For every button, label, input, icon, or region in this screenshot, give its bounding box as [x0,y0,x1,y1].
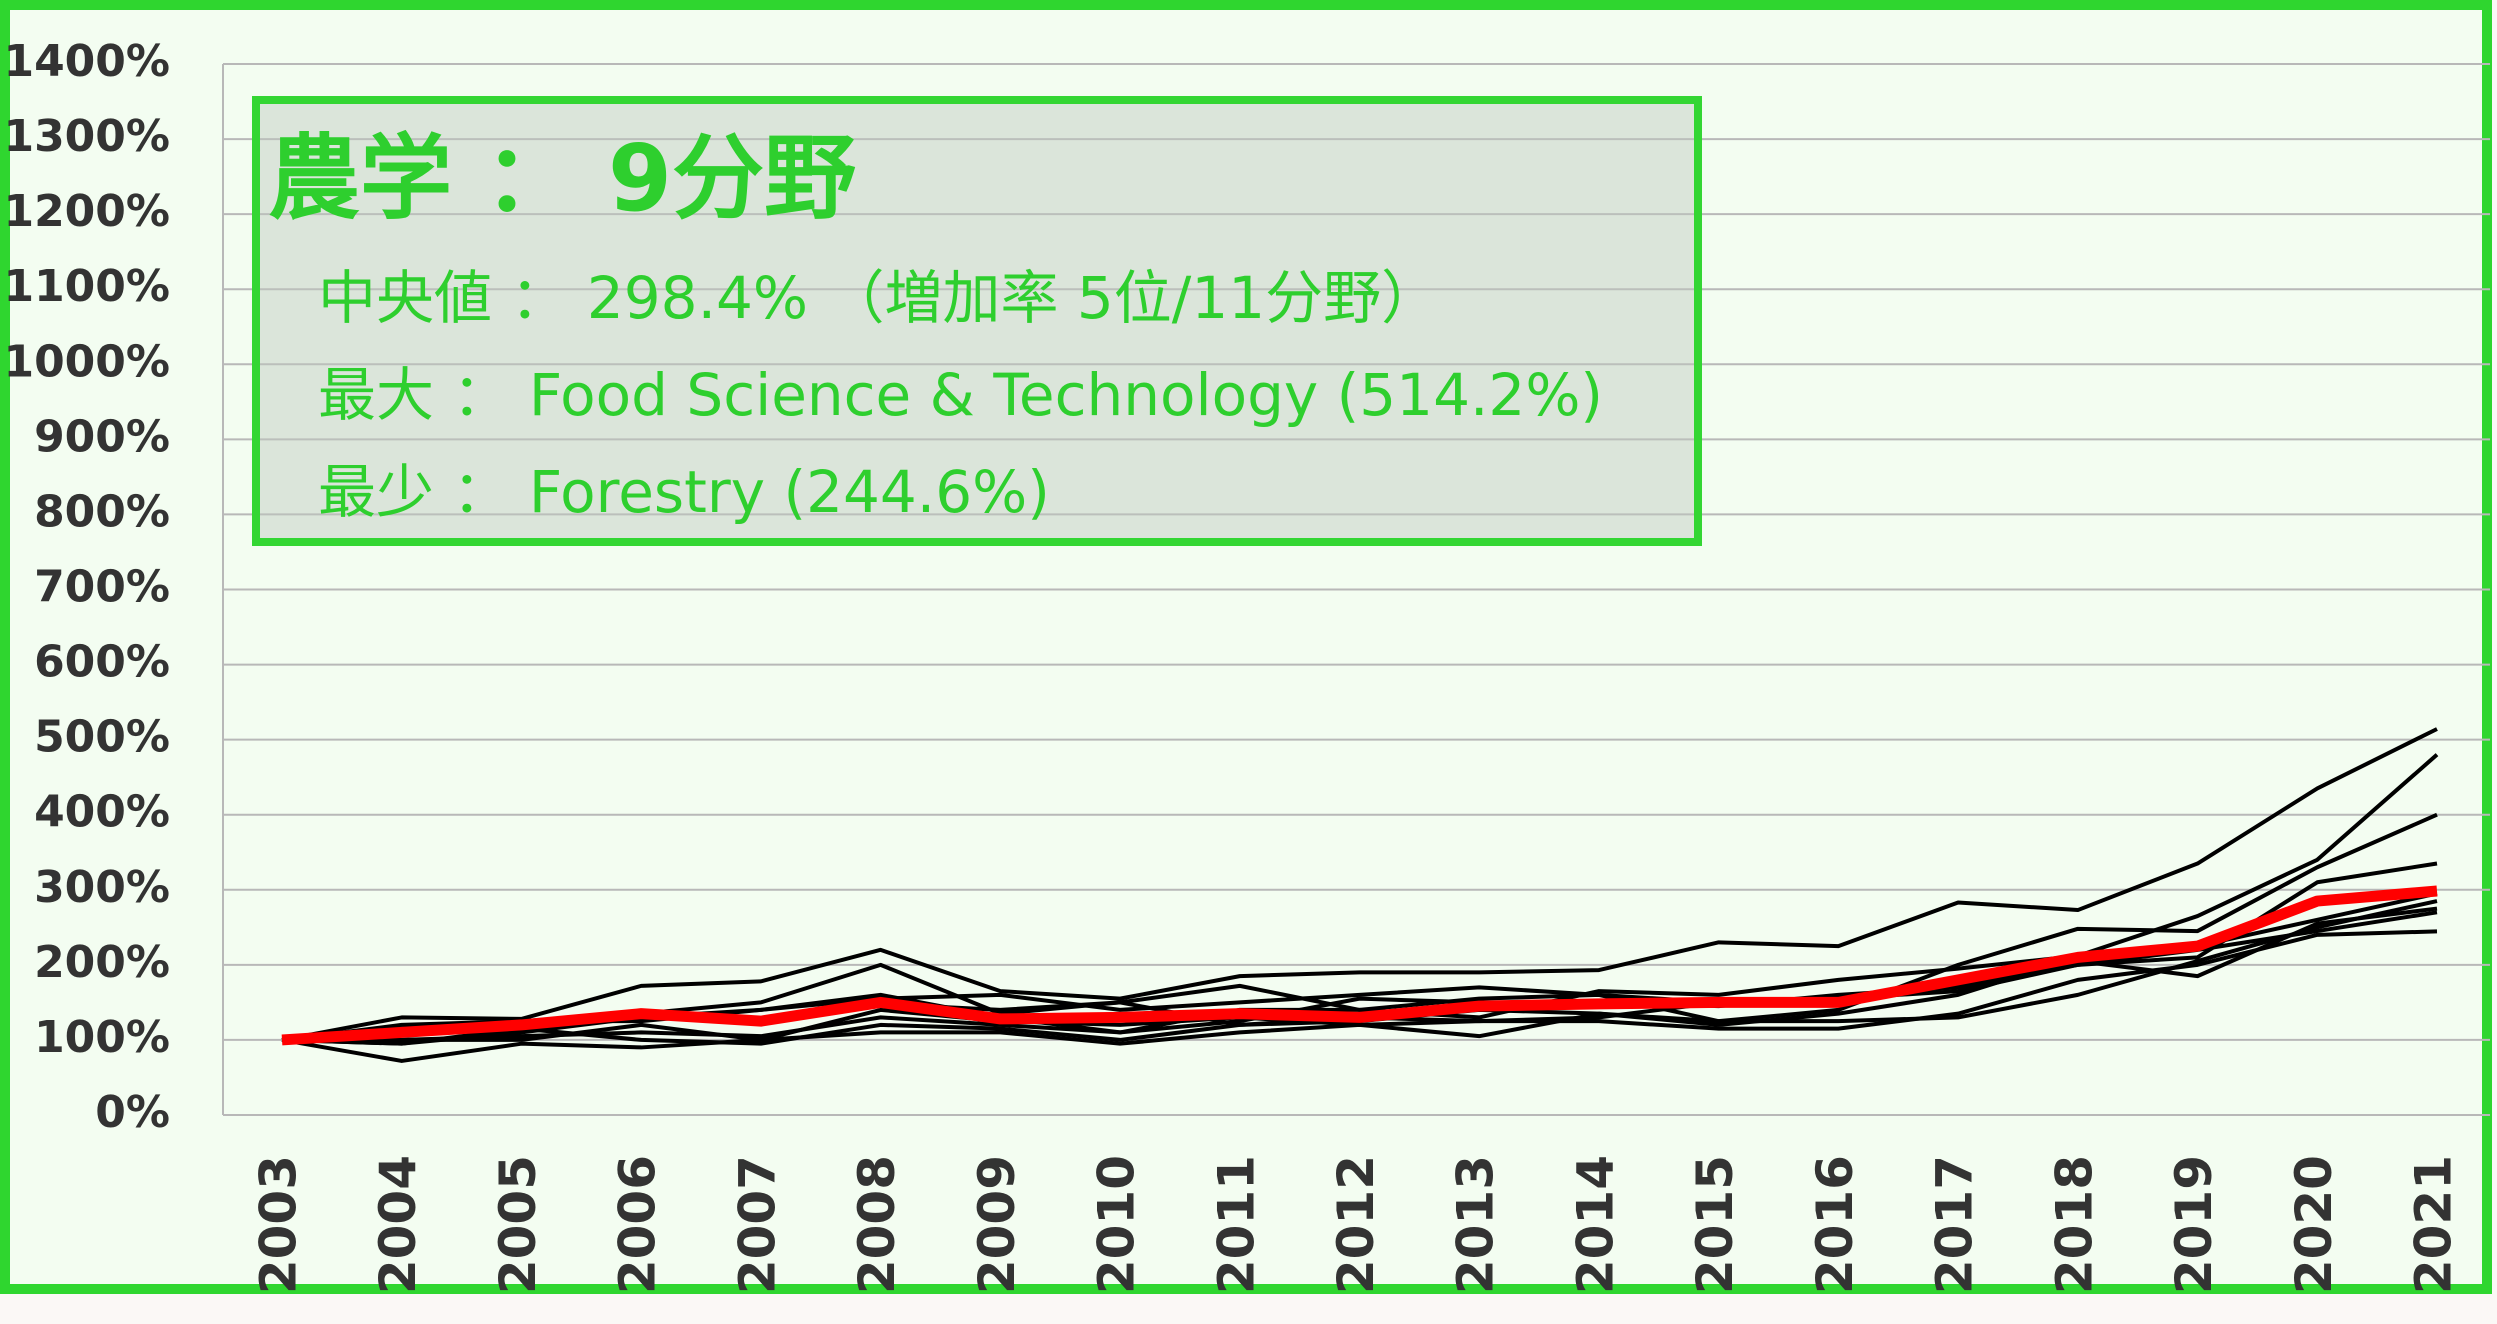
y-tick-label: 1200% [3,186,170,237]
y-tick-label: 300% [34,862,170,913]
x-tick-label: 2017 [1926,1155,1984,1294]
series-line [281,885,2438,1046]
y-tick-label: 200% [34,937,170,988]
y-tick-label: 700% [34,562,170,613]
info-box: 農学 ： 9分野 中央値 ： 298.4% （増加率 5位/11分野） 最大 ：… [252,96,1702,546]
x-tick-label: 2014 [1566,1155,1624,1294]
frame [0,0,2492,1294]
y-tick-label: 1100% [3,261,170,312]
y-tick-label: 600% [34,637,170,688]
x-tick-label: 2005 [489,1155,547,1294]
x-tick-label: 2013 [1447,1155,1505,1294]
x-tick-label: 2008 [848,1155,906,1294]
x-tick-label: 2003 [250,1155,308,1294]
plot-area: 0% 100% 200% 300% 400% 500% 600% 700% 800% 900% 10… [3,36,2490,1294]
y-tick-label: 1000% [3,336,170,387]
y-tick-label: 400% [34,787,170,838]
x-tick-label: 2004 [369,1155,427,1294]
y-tick-label: 900% [34,411,170,462]
y-tick-label: 100% [34,1012,170,1063]
x-tick-label: 2019 [2165,1155,2223,1294]
info-box-bg [252,96,1702,546]
series-line [281,812,2438,1042]
x-tick-label: 2020 [2285,1155,2343,1294]
annotation: 最少 ： Forestry (244.6%) [318,458,1050,526]
y-tick-label: 0% [95,1087,170,1138]
x-tick-label: 2010 [1088,1155,1146,1294]
x-tick-label: 2021 [2405,1155,2463,1294]
x-tick-label: 2011 [1207,1155,1265,1294]
x-tick-label: 2006 [609,1155,667,1294]
annotation-title: 農学 ： 9分野 [268,125,856,232]
y-tick-label: 800% [34,486,170,537]
y-tick-label: 1300% [3,111,170,162]
x-tick-label: 2015 [1686,1155,1744,1294]
series-line [281,727,2438,1042]
annotation: 中央値 ： 298.4% （増加率 5位/11分野） [318,264,1439,332]
y-tick-label: 1400% [3,36,170,87]
x-tick-label: 2007 [728,1155,786,1294]
y-tick-label: 500% [34,712,170,763]
x-tick-label: 2016 [1806,1155,1864,1294]
series-line [282,929,2438,1042]
x-tick-label: 2009 [968,1155,1026,1294]
x-tick-label: 2018 [2045,1155,2103,1294]
annotation: 最大 ： Food Science & Technology (514.2%) [318,361,1603,429]
x-tick-label: 2012 [1327,1155,1385,1294]
